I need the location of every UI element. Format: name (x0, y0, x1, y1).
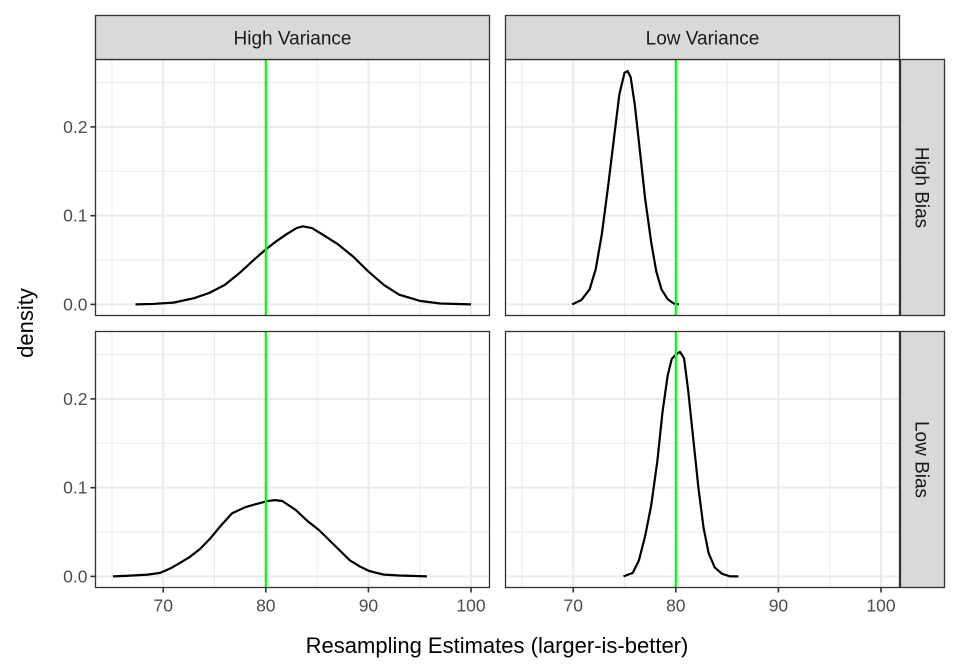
panel-background (95, 331, 490, 588)
panel-low-variance-low-bias (504, 330, 901, 589)
x-tick-label: 90 (359, 596, 379, 616)
column-strips: High Variance Low Variance (94, 14, 901, 61)
panel-high-variance-high-bias (94, 58, 491, 317)
y-tick-label: 0.1 (63, 478, 87, 498)
density-curve (135, 225, 472, 306)
x-tick-label: 70 (563, 596, 583, 616)
panels-group (94, 58, 901, 589)
strip-background (94, 14, 491, 61)
strip-background (504, 14, 901, 61)
panel-border (94, 330, 491, 589)
panel-border (504, 330, 901, 589)
panel-low-variance-high-bias (504, 58, 901, 317)
panel-high-variance-low-bias (94, 330, 491, 589)
y-tick-label: 0.2 (63, 389, 87, 409)
strip-label: High Bias (911, 147, 932, 228)
row-strips: High Bias Low Bias (899, 58, 946, 589)
axes-group: 0.0 0.1 0.2 0.0 0.1 0.2 70 80 90 100 70 80 90 100 (63, 117, 896, 616)
x-tick-label: 100 (866, 596, 895, 616)
density-curve (623, 350, 739, 578)
y-tick-label: 0.0 (63, 294, 88, 314)
panel-background (505, 331, 900, 588)
strip-label: High Variance (234, 29, 352, 50)
y-tick-label: 0.1 (63, 206, 87, 226)
y-tick-label: 0.0 (63, 566, 88, 586)
density-curve (112, 499, 427, 578)
x-tick-label: 90 (769, 596, 789, 616)
panel-background (505, 59, 900, 316)
x-tick-label: 100 (456, 596, 485, 616)
panel-background (95, 59, 490, 316)
y-tick-label: 0.2 (63, 117, 87, 137)
strip-column-high-variance: High Variance (94, 14, 491, 61)
x-tick-label: 70 (153, 596, 173, 616)
strip-row-high-bias: High Bias (899, 58, 946, 317)
strip-row-low-bias: Low Bias (899, 330, 946, 589)
y-axis-title: density (13, 288, 38, 358)
density-curve (571, 69, 680, 306)
x-tick-label: 80 (256, 596, 276, 616)
strip-label: Low Bias (911, 421, 932, 498)
x-tick-label: 80 (666, 596, 686, 616)
strip-background (899, 58, 946, 317)
strip-background (899, 330, 946, 589)
strip-column-low-variance: Low Variance (504, 14, 901, 61)
strip-label: Low Variance (646, 29, 760, 50)
x-axis-title: Resampling Estimates (larger-is-better) (306, 633, 689, 658)
